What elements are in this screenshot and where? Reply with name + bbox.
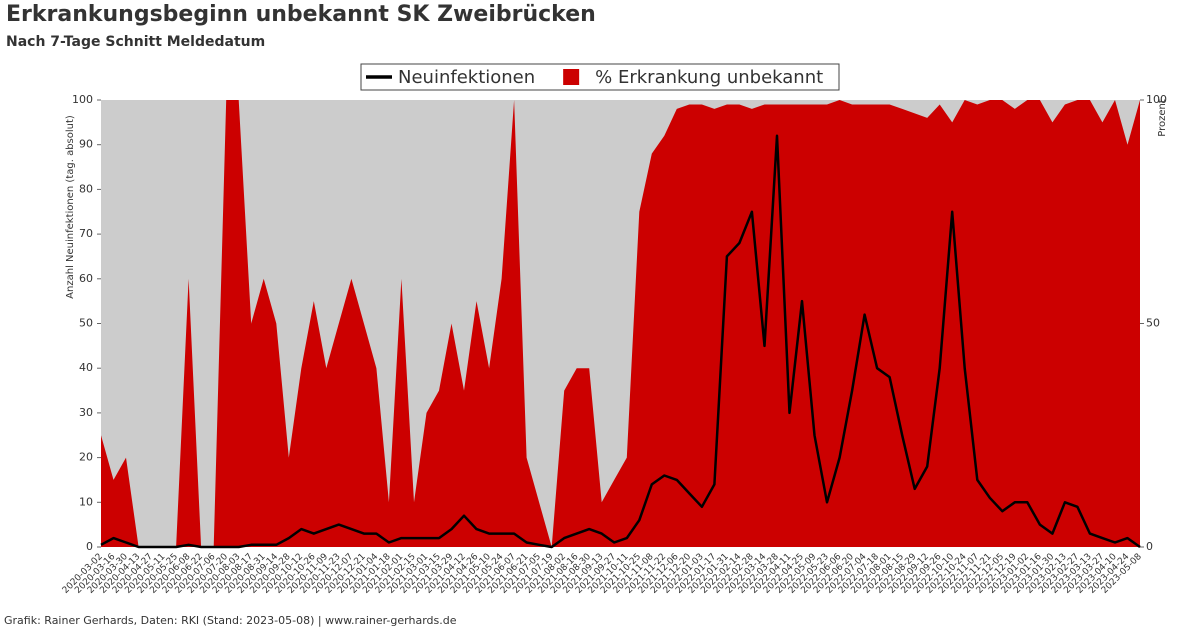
area [101,100,1140,547]
y2-tick-label: 100 [1146,93,1167,106]
y-tick-label: 10 [79,495,93,508]
y-tick-label: 0 [86,540,93,553]
y2-tick-label: 0 [1146,540,1153,553]
y2-axis-label: Prozent [1157,99,1168,137]
y-tick-label: 20 [79,451,93,464]
line [100,134,1141,549]
y-tick-label: 50 [79,317,93,330]
y-tick-label: 100 [72,93,93,106]
chart-title: Erkrankungsbeginn unbekannt SK Zweibrück… [6,2,596,27]
y-tick-label: 60 [79,272,93,285]
y-axis-label: Anzahl Neuinfektionen (tag. absolut) [65,115,76,299]
y-tick-label: 30 [79,406,93,419]
footnote: Grafik: Rainer Gerhards, Daten: RKI (Sta… [4,614,457,627]
y-tick-label: 80 [79,182,93,195]
legend-label: Neuinfektionen [398,67,535,88]
legend-box [360,63,840,91]
legend-label: % Erkrankung unbekannt [595,67,823,88]
y-tick-label: 70 [79,227,93,240]
y-tick-label: 40 [79,361,93,374]
legend-swatch [563,69,580,85]
y-tick-label: 90 [79,138,93,151]
chart-subtitle: Nach 7-Tage Schnitt Meldedatum [6,34,265,50]
y2-tick-label: 50 [1146,317,1160,330]
legend: Neuinfektionen % Erkrankung unbekannt [360,63,840,91]
